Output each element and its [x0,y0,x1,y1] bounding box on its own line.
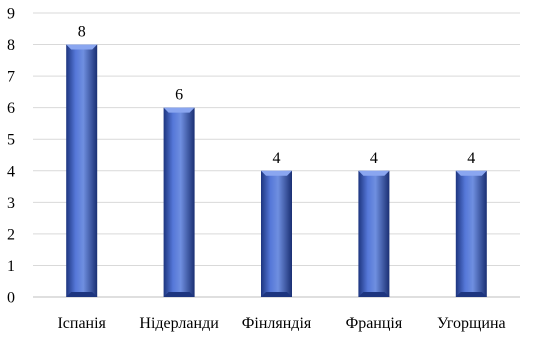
bar-bottom-bevel [358,292,390,297]
y-tick-label: 4 [7,163,15,180]
category-label: Нідерланди [139,315,219,332]
bar-bottom-bevel [163,292,195,297]
bars [66,44,487,298]
data-label: 4 [467,150,475,167]
category-label: Франція [346,315,403,332]
bar [455,170,487,297]
data-label: 4 [370,150,378,167]
bar [163,107,195,298]
data-labels: 8 6 4 4 4 [78,24,476,167]
y-tick-label: 8 [7,37,15,54]
y-tick-label: 2 [7,226,15,243]
y-tick-label: 9 [7,6,15,23]
bar [66,44,98,297]
bar-bottom-bevel [66,292,98,297]
bar-top-bevel [455,170,487,176]
y-tick-label: 1 [7,258,15,275]
y-tick-label: 3 [7,195,15,212]
category-label: Іспанія [57,315,106,332]
x-axis-categories: Іспанія Нідерланди Фінляндія Франція Угорщин… [57,315,505,332]
bar-top-bevel [358,170,390,176]
bar-top-bevel [163,107,195,113]
bar-top-bevel [261,170,292,176]
data-label: 8 [78,24,86,41]
category-label: Фінляндія [242,315,312,332]
y-tick-label: 6 [7,100,15,117]
bar-top-bevel [66,44,98,50]
y-tick-label: 7 [7,69,15,86]
bar [358,170,390,297]
bar-bottom-bevel [455,292,487,297]
bar-bottom-bevel [261,292,292,297]
y-tick-label: 0 [7,290,15,307]
y-tick-label: 5 [7,132,15,149]
y-axis-ticks: 0 1 2 3 4 5 6 7 8 9 [7,6,15,307]
category-label: Угорщина [437,315,506,332]
data-label: 4 [273,150,281,167]
bar [261,170,292,297]
data-label: 6 [175,87,183,104]
